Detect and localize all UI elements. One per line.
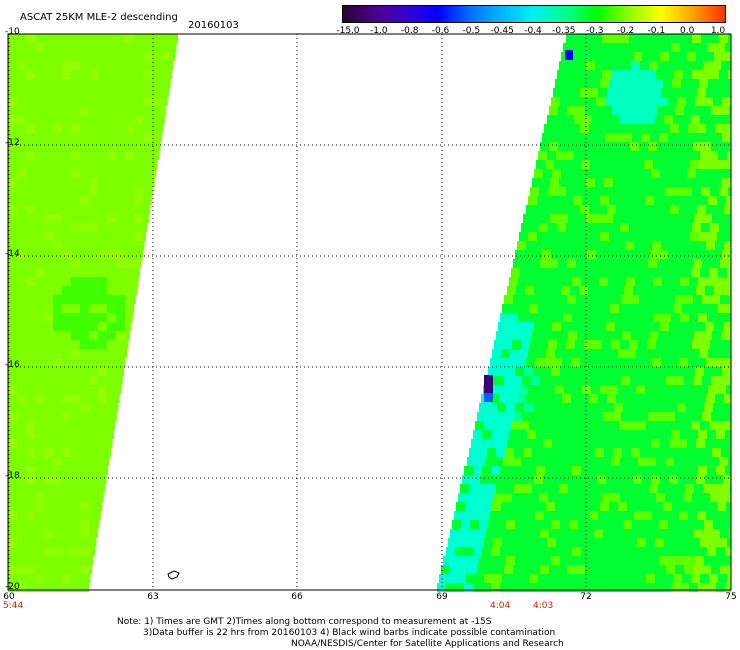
lon-label-69: 69 — [436, 592, 448, 602]
note-line-3: NOAA/NESDIS/Center for Satellite Applica… — [291, 639, 564, 649]
time-label-mid1: 4:04 — [490, 601, 511, 611]
colorbar-label: 0.0 — [679, 26, 695, 36]
lon-label-75: 75 — [725, 592, 737, 602]
island-outline — [167, 570, 180, 580]
colorbar-label: -0.6 — [431, 26, 450, 36]
lat-label-18: -18 — [5, 471, 20, 481]
colorbar-label: -0.2 — [616, 26, 635, 36]
time-label-left: 5:44 — [3, 601, 24, 611]
lon-label-72: 72 — [580, 592, 592, 602]
lat-label-16: -16 — [5, 360, 20, 370]
contamination-cell — [484, 375, 493, 393]
colorbar-label: -0.45 — [490, 26, 514, 36]
colorbar-label: -0.5 — [462, 26, 481, 36]
colorbar-label: -1.0 — [370, 26, 388, 36]
colorbar-label: -0.4 — [524, 26, 542, 36]
colorbar — [342, 5, 726, 23]
map-title: ASCAT 25KM MLE-2 descending — [20, 12, 178, 23]
swath-right — [437, 34, 731, 592]
lon-label-66: 66 — [291, 592, 303, 602]
plot-frame — [7, 33, 732, 591]
swath-left — [8, 34, 178, 592]
lon-label-63: 63 — [147, 592, 159, 602]
colorbar-label: -0.35 — [552, 26, 576, 36]
lat-label-14: -14 — [5, 249, 20, 259]
time-label-mid2: 4:03 — [533, 601, 554, 611]
map-date: 20160103 — [188, 20, 239, 31]
colorbar-label: 1.0 — [710, 26, 726, 36]
note-line-2: 3)Data buffer is 22 hrs from 20160103 4)… — [143, 628, 556, 638]
lat-label-12: -12 — [5, 138, 20, 148]
colorbar-label: -0.3 — [585, 26, 604, 36]
lon-label-60: 60 — [3, 592, 15, 602]
lat-label-10: -10 — [5, 27, 20, 37]
lat-label-20: -20 — [5, 582, 20, 592]
note-line-1: Note: 1) Times are GMT 2)Times along bot… — [117, 617, 492, 627]
colorbar-label: -0.1 — [647, 26, 666, 36]
colorbar-label: -15.0 — [336, 26, 360, 36]
colorbar-label: -0.8 — [400, 26, 419, 36]
